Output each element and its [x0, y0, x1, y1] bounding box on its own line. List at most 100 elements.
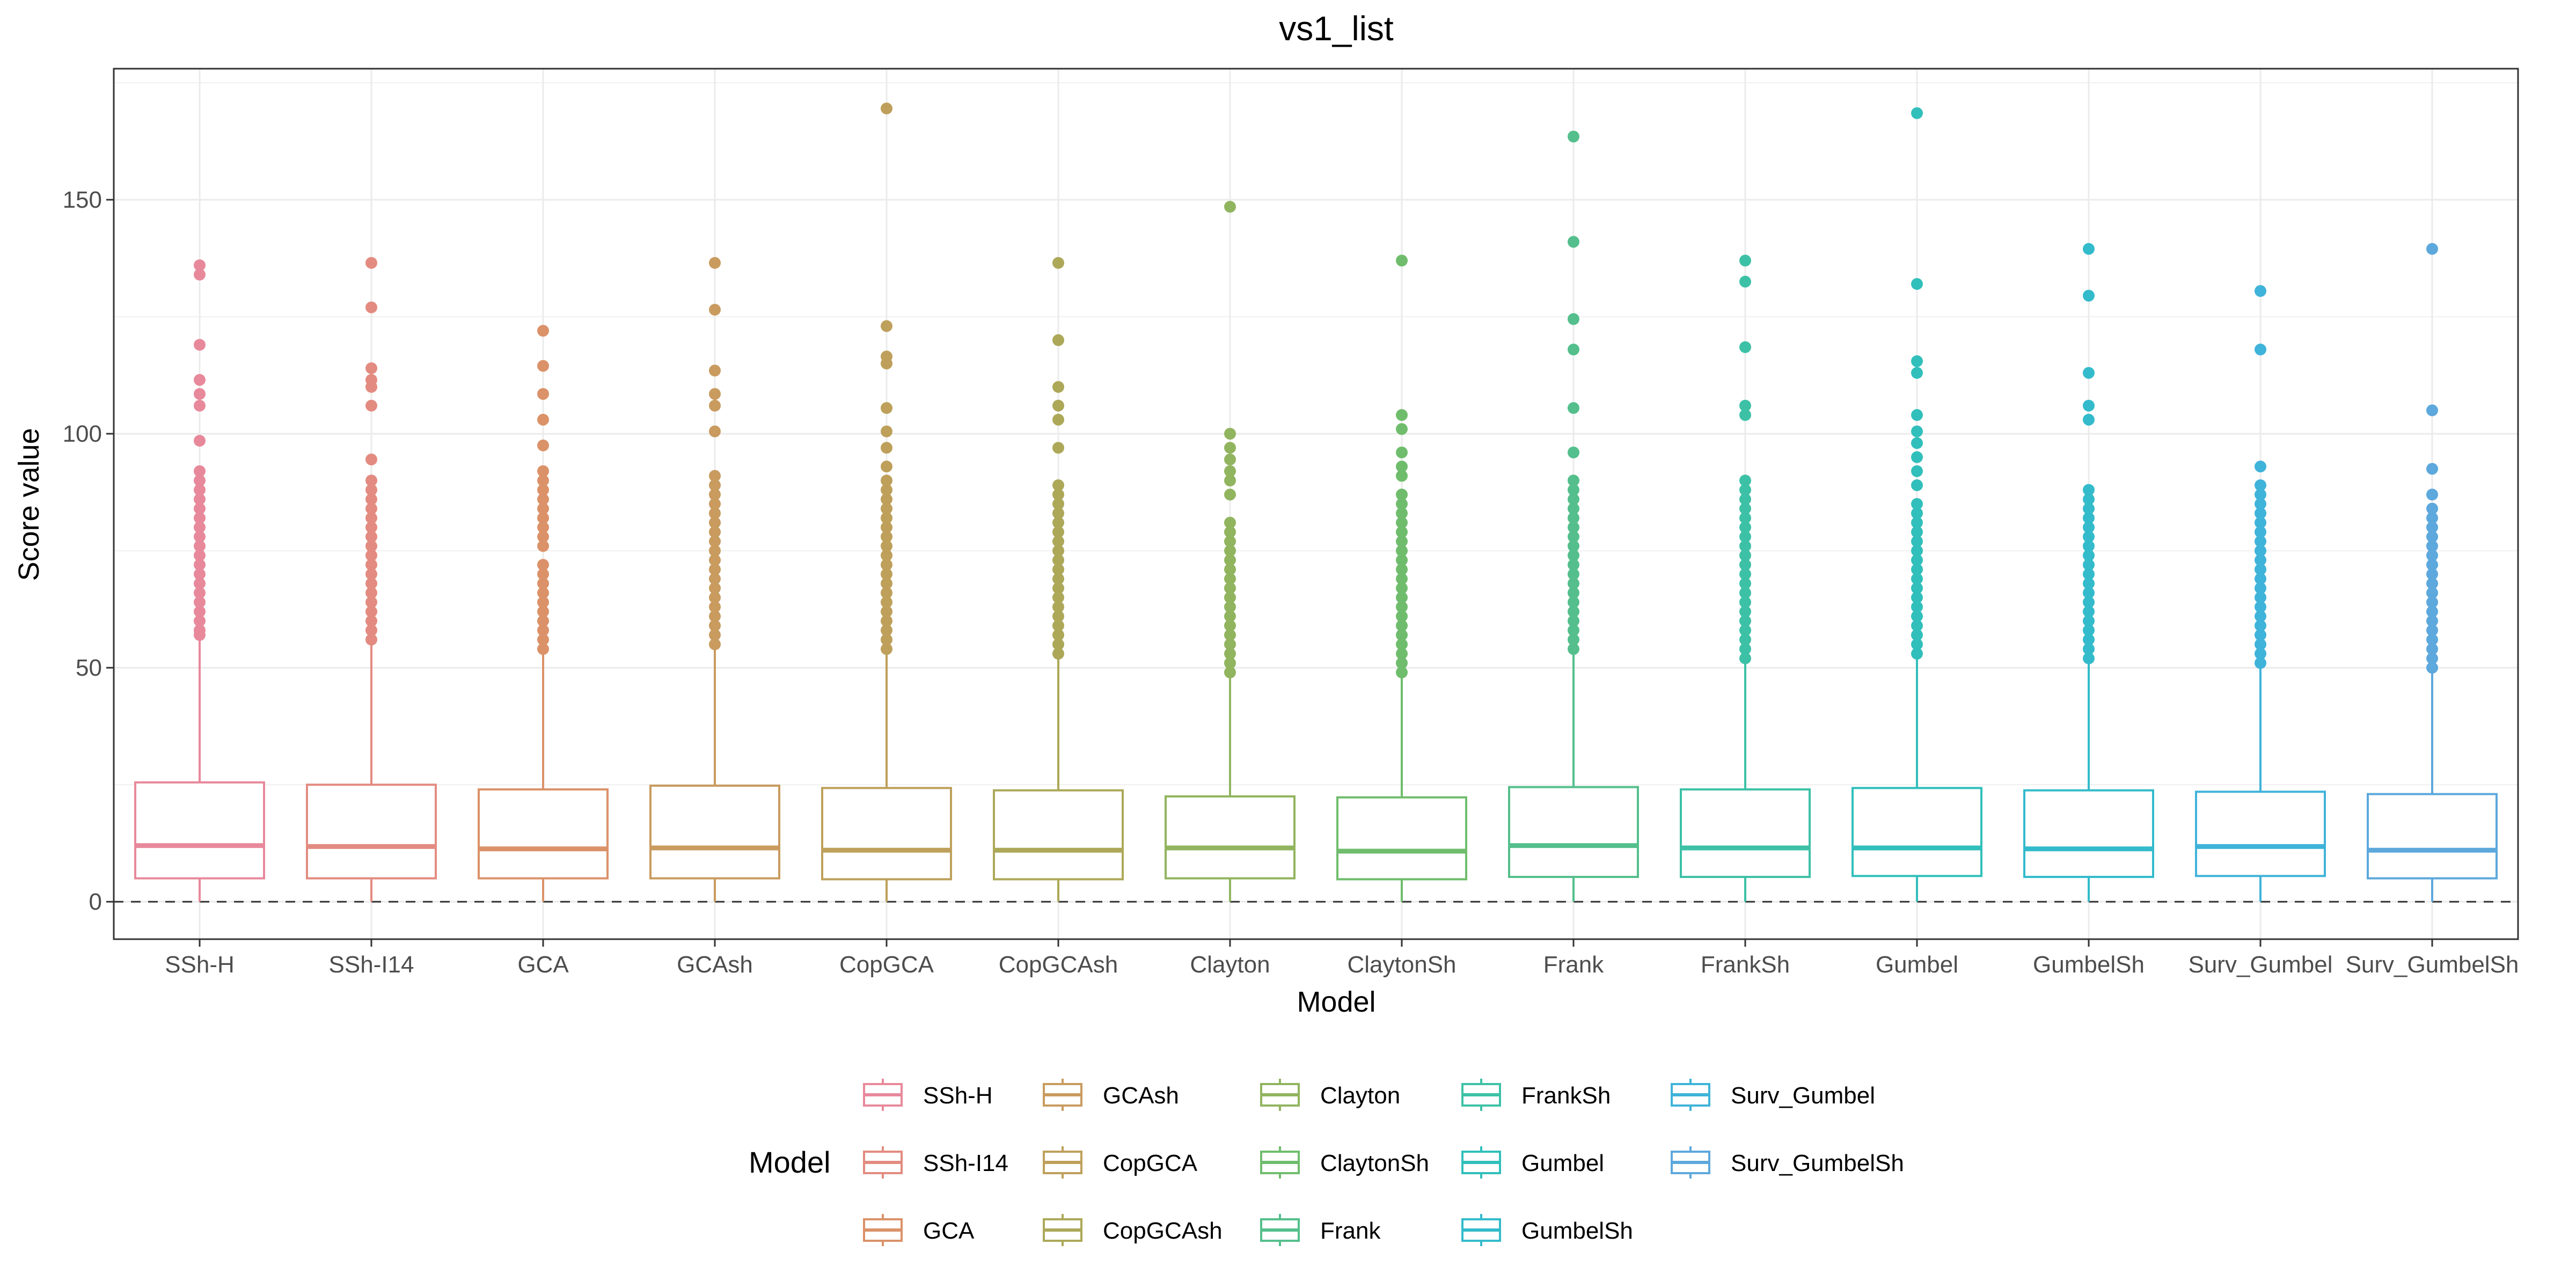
outlier-point — [2426, 643, 2438, 655]
outlier-point — [194, 259, 206, 272]
outlier-point — [1911, 479, 1923, 492]
outlier-point — [365, 605, 377, 618]
outlier-point — [194, 374, 206, 386]
outlier-point — [1052, 638, 1064, 650]
legend-item: GCAsh — [1043, 1079, 1179, 1111]
outlier-point — [537, 474, 549, 487]
outlier-point — [2255, 285, 2266, 297]
outlier-point — [1396, 447, 1408, 459]
outlier-point — [881, 484, 892, 496]
outlier-point — [194, 484, 206, 496]
outlier-point — [1739, 624, 1751, 636]
box-claytonsh — [1336, 254, 1467, 902]
outlier-point — [1396, 470, 1408, 482]
outlier-point — [1739, 341, 1751, 353]
outlier-point — [1224, 554, 1236, 566]
outlier-point — [709, 470, 721, 482]
legend-label: SSh-I14 — [923, 1150, 1008, 1176]
outlier-point — [1739, 521, 1751, 533]
outlier-point — [2083, 624, 2095, 636]
outlier-point — [1052, 591, 1064, 604]
legend-label: Surv_Gumbel — [1731, 1082, 1875, 1109]
outlier-point — [365, 549, 377, 561]
outlier-point — [1568, 313, 1579, 325]
outlier-point — [1568, 540, 1579, 552]
x-tick-label: SSh-H — [165, 952, 235, 978]
outlier-point — [1224, 488, 1236, 501]
legend-label: Surv_GumbelSh — [1731, 1150, 1904, 1176]
outlier-point — [709, 629, 721, 641]
legend-item: Surv_GumbelSh — [1671, 1146, 1904, 1179]
outlier-point — [537, 465, 549, 477]
box-gumbel — [1851, 107, 1982, 902]
outlier-point — [709, 619, 721, 632]
outlier-point — [1739, 531, 1751, 543]
outlier-point — [2083, 512, 2095, 524]
outlier-point — [1739, 540, 1751, 552]
outlier-point — [1396, 507, 1408, 519]
outlier-point — [2426, 587, 2438, 599]
outlier-point — [1911, 564, 1923, 576]
outlier-point — [881, 460, 892, 473]
outlier-point — [1568, 633, 1579, 646]
outlier-point — [1052, 573, 1064, 585]
legend-label: ClaytonSh — [1320, 1150, 1429, 1176]
box-series — [134, 103, 2498, 902]
outlier-point — [1052, 648, 1064, 660]
outlier-point — [1568, 596, 1579, 609]
legend-item: CopGCAsh — [1043, 1214, 1223, 1246]
outlier-point — [709, 498, 721, 510]
outlier-point — [709, 582, 721, 594]
outlier-point — [709, 601, 721, 613]
outlier-point — [1568, 615, 1579, 627]
x-axis: SSh-H SSh-I14 GCA GCAsh CopGCA CopGCAsh Clayto… — [165, 939, 2519, 978]
outlier-point — [1568, 130, 1579, 143]
x-tick-label: GCAsh — [677, 952, 753, 978]
outlier-point — [2255, 657, 2266, 669]
outlier-point — [1396, 610, 1408, 623]
plot-panel-border — [113, 68, 2519, 940]
outlier-point — [1052, 257, 1064, 269]
outlier-point — [1568, 447, 1579, 459]
outlier-point — [1396, 629, 1408, 641]
outlier-point — [2083, 484, 2095, 496]
outlier-point — [881, 531, 892, 543]
outlier-point — [1052, 610, 1064, 623]
outlier-point — [881, 596, 892, 609]
outlier-point — [2255, 591, 2266, 604]
outlier-point — [709, 638, 721, 650]
outlier-point — [194, 339, 206, 351]
outlier-point — [1739, 559, 1751, 571]
outlier-point — [1224, 474, 1236, 487]
outlier-point — [1396, 488, 1408, 501]
outlier-point — [709, 573, 721, 585]
outlier-point — [194, 549, 206, 561]
outlier-point — [1396, 601, 1408, 613]
outlier-point — [1911, 409, 1923, 421]
outlier-point — [365, 257, 377, 269]
legend-label: CopGCA — [1103, 1150, 1198, 1176]
outlier-point — [1739, 493, 1751, 506]
outlier-point — [1396, 582, 1408, 594]
outlier-point — [1568, 587, 1579, 599]
outlier-point — [194, 587, 206, 599]
outlier-point — [194, 474, 206, 487]
outlier-point — [881, 512, 892, 524]
outlier-point — [1396, 460, 1408, 473]
box-surv-gumbelsh — [2367, 243, 2498, 902]
outlier-point — [194, 531, 206, 543]
y-tick-label: 50 — [76, 655, 102, 681]
outlier-point — [2426, 531, 2438, 543]
outlier-point — [1568, 502, 1579, 515]
legend-title: Model — [749, 1145, 831, 1179]
outlier-point — [1224, 465, 1236, 477]
box-iqr — [649, 784, 780, 880]
x-tick-label: Clayton — [1190, 952, 1270, 978]
outlier-point — [2426, 596, 2438, 609]
box-iqr — [993, 789, 1124, 881]
outlier-point — [194, 540, 206, 552]
outlier-point — [1396, 516, 1408, 529]
y-axis: 0 50 100 150 — [63, 187, 114, 915]
legend-label: CopGCAsh — [1103, 1218, 1223, 1244]
outlier-point — [1052, 629, 1064, 641]
